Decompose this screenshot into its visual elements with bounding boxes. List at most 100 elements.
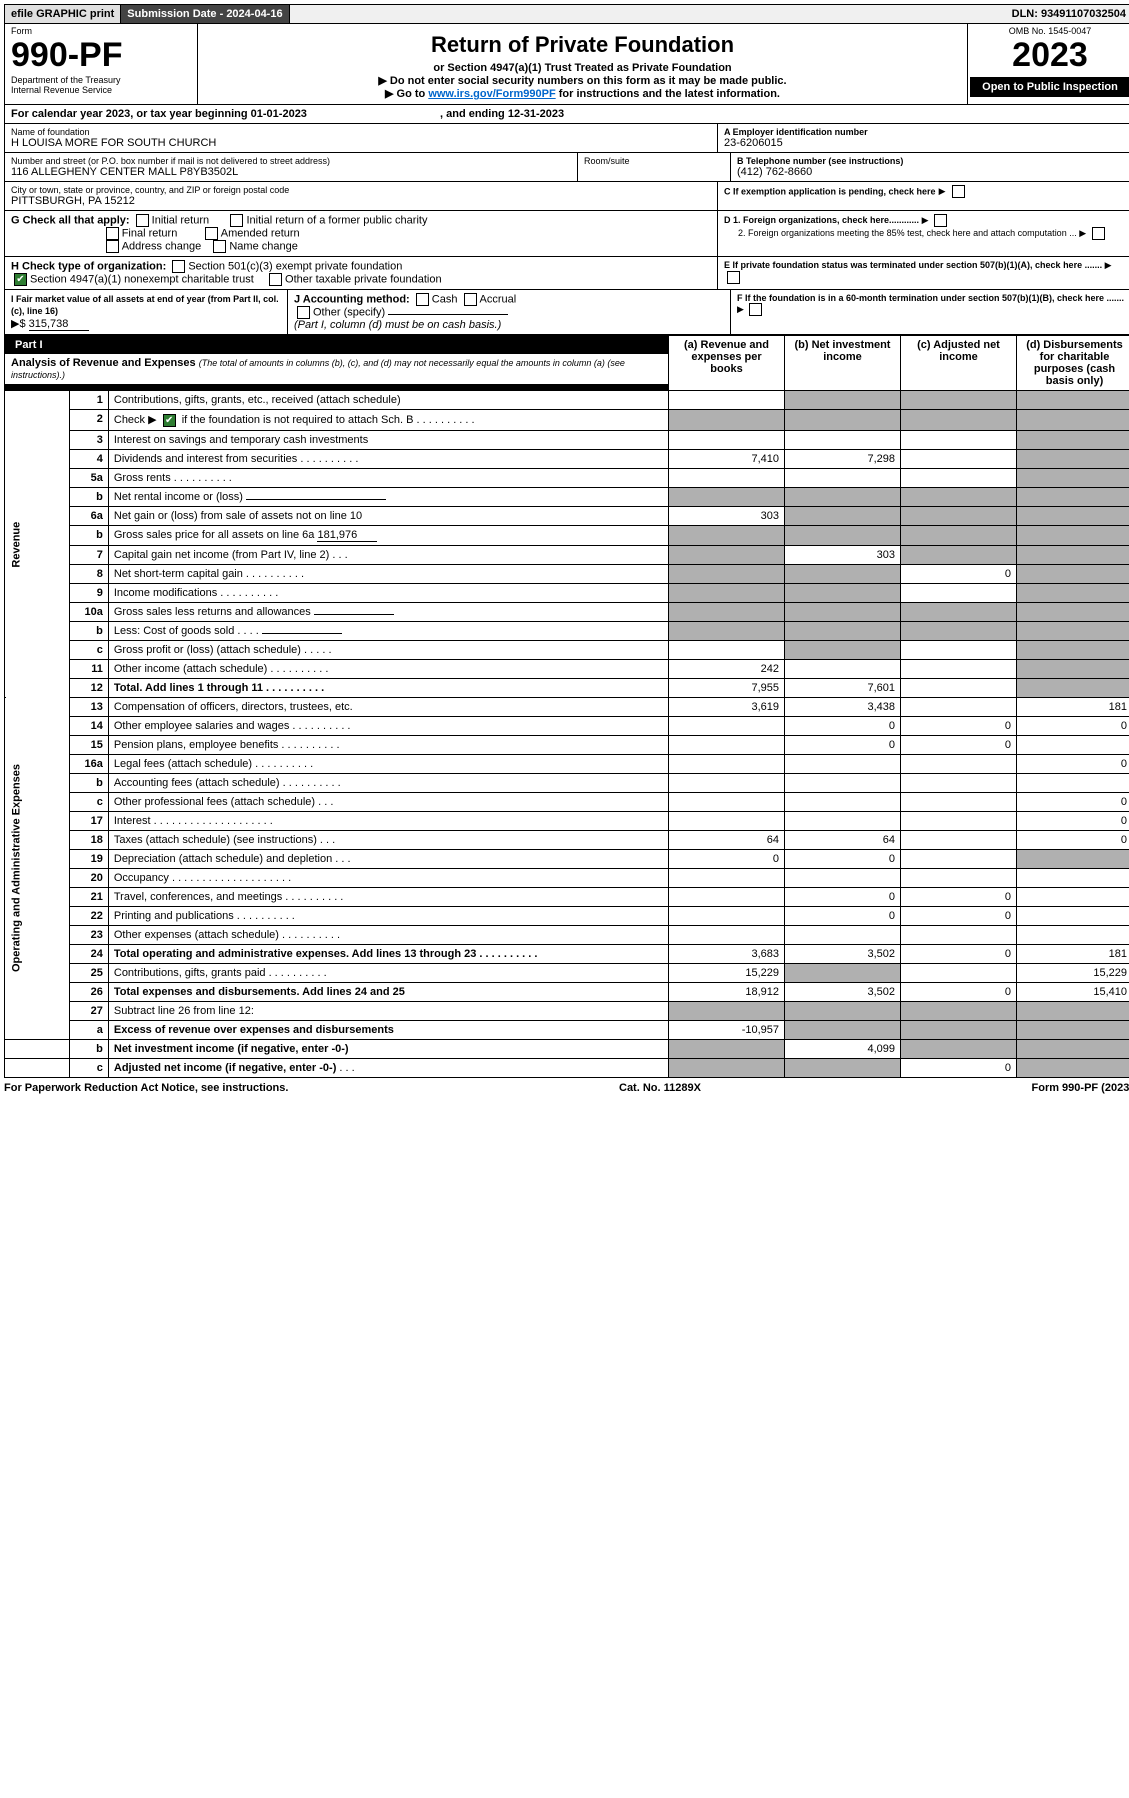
l18-a: 64: [669, 830, 785, 849]
l22-c: 0: [901, 906, 1017, 925]
form-label: Form: [11, 26, 191, 36]
expenses-section-label: Operating and Administrative Expenses: [5, 697, 70, 1039]
line-25: Contributions, gifts, grants paid: [114, 967, 266, 979]
efile-print-button[interactable]: efile GRAPHIC print: [5, 5, 121, 23]
g-address: Address change: [122, 240, 202, 252]
l24-b: 3,502: [785, 944, 901, 963]
l21-b: 0: [785, 887, 901, 906]
l16c-d: 0: [1017, 792, 1129, 811]
line-2-post: if the foundation is not required to att…: [182, 414, 414, 426]
line-13: Compensation of officers, directors, tru…: [108, 697, 668, 716]
room-label: Room/suite: [584, 156, 724, 166]
line-14: Other employee salaries and wages: [114, 720, 289, 732]
line-6b: Gross sales price for all assets on line…: [114, 529, 315, 541]
part1-label: Part I: [5, 336, 53, 354]
l13-b: 3,438: [785, 697, 901, 716]
i-value: 315,738: [29, 318, 89, 331]
l12-a: 7,955: [669, 678, 785, 697]
g-amended-checkbox[interactable]: [205, 227, 218, 240]
cal-pre: For calendar year 2023, or tax year begi…: [11, 108, 251, 120]
l27a-a: -10,957: [669, 1020, 785, 1039]
j-cash-checkbox[interactable]: [416, 293, 429, 306]
line-26: Total expenses and disbursements. Add li…: [108, 982, 668, 1001]
arrow-icon: [922, 215, 929, 225]
l15-c: 0: [901, 735, 1017, 754]
l6a-a: 303: [669, 506, 785, 525]
ein-label: A Employer identification number: [724, 127, 1126, 137]
irs-label: Internal Revenue Service: [11, 85, 191, 95]
line-19: Depreciation (attach schedule) and deple…: [114, 853, 332, 865]
line-16a: Legal fees (attach schedule): [114, 758, 252, 770]
f-checkbox[interactable]: [749, 303, 762, 316]
g-initial-former: Initial return of a former public charit…: [246, 214, 427, 226]
j-note: (Part I, column (d) must be on cash basi…: [294, 319, 501, 331]
h-4947-checkbox[interactable]: ✔: [14, 273, 27, 286]
l13-a: 3,619: [669, 697, 785, 716]
open-public-badge: Open to Public Inspection: [970, 77, 1129, 97]
h-501c3: Section 501(c)(3) exempt private foundat…: [188, 260, 402, 272]
dept-label: Department of the Treasury: [11, 75, 191, 85]
j-other-checkbox[interactable]: [297, 306, 310, 319]
i-arrow: ▶$: [11, 318, 26, 330]
line-17: Interest: [114, 815, 151, 827]
line-2-checkbox[interactable]: ✔: [163, 414, 176, 427]
l17-d: 0: [1017, 811, 1129, 830]
form-title: Return of Private Foundation: [202, 32, 963, 58]
l25-a: 15,229: [669, 963, 785, 982]
l13-d: 181: [1017, 697, 1129, 716]
l7-b: 303: [785, 545, 901, 564]
note2-post: for instructions and the latest informat…: [556, 88, 780, 100]
l19-a: 0: [669, 849, 785, 868]
cal-mid: , and ending: [437, 108, 508, 120]
d1-checkbox[interactable]: [934, 214, 947, 227]
c-checkbox[interactable]: [952, 185, 965, 198]
l6b-val: 181,976: [317, 529, 377, 542]
g-final-checkbox[interactable]: [106, 227, 119, 240]
j-label: J Accounting method:: [294, 293, 410, 305]
g-address-checkbox[interactable]: [106, 240, 119, 253]
line-5a: Gross rents: [114, 472, 171, 484]
g-initial-former-checkbox[interactable]: [230, 214, 243, 227]
l14-b: 0: [785, 716, 901, 735]
line-27a: Excess of revenue over expenses and disb…: [108, 1020, 668, 1039]
e-checkbox[interactable]: [727, 271, 740, 284]
arrow-icon: [939, 185, 946, 197]
h-501c3-checkbox[interactable]: [172, 260, 185, 273]
line-27c: Adjusted net income (if negative, enter …: [114, 1062, 336, 1074]
l18-b: 64: [785, 830, 901, 849]
instructions-link[interactable]: www.irs.gov/Form990PF: [428, 88, 555, 100]
h-other-checkbox[interactable]: [269, 273, 282, 286]
d2-checkbox[interactable]: [1092, 227, 1105, 240]
part1-title: Analysis of Revenue and Expenses: [11, 357, 196, 369]
line-7: Capital gain net income (from Part IV, l…: [114, 549, 329, 561]
line-15: Pension plans, employee benefits: [114, 739, 279, 751]
line-3: Interest on savings and temporary cash i…: [108, 430, 668, 449]
top-bar: efile GRAPHIC print Submission Date - 20…: [4, 4, 1129, 24]
g-initial-checkbox[interactable]: [136, 214, 149, 227]
l16a-d: 0: [1017, 754, 1129, 773]
form-header: Form 990-PF Department of the Treasury I…: [4, 24, 1129, 105]
l15-b: 0: [785, 735, 901, 754]
line-6a: Net gain or (loss) from sale of assets n…: [108, 506, 668, 525]
line-11: Other income (attach schedule): [114, 663, 267, 675]
h-other: Other taxable private foundation: [285, 273, 442, 285]
j-accrual: Accrual: [480, 293, 517, 305]
g-name: Name change: [229, 240, 298, 252]
form-number: 990-PF: [11, 36, 191, 75]
line-5b: Net rental income or (loss): [114, 491, 243, 503]
d2-label: 2. Foreign organizations meeting the 85%…: [738, 228, 1077, 238]
line-24: Total operating and administrative expen…: [114, 948, 476, 960]
l26-b: 3,502: [785, 982, 901, 1001]
line-9: Income modifications: [114, 587, 217, 599]
l27c-c: 0: [901, 1058, 1017, 1077]
g-name-checkbox[interactable]: [213, 240, 226, 253]
tax-year: 2023: [970, 36, 1129, 75]
line-27: Subtract line 26 from line 12:: [108, 1001, 668, 1020]
j-accrual-checkbox[interactable]: [464, 293, 477, 306]
f-label: F If the foundation is in a 60-month ter…: [737, 293, 1124, 303]
line-27b: Net investment income (if negative, ente…: [114, 1043, 349, 1055]
l26-d: 15,410: [1017, 982, 1129, 1001]
address-label: Number and street (or P.O. box number if…: [11, 156, 571, 166]
form-note1: ▶ Do not enter social security numbers o…: [202, 74, 963, 87]
line-20: Occupancy: [114, 872, 169, 884]
